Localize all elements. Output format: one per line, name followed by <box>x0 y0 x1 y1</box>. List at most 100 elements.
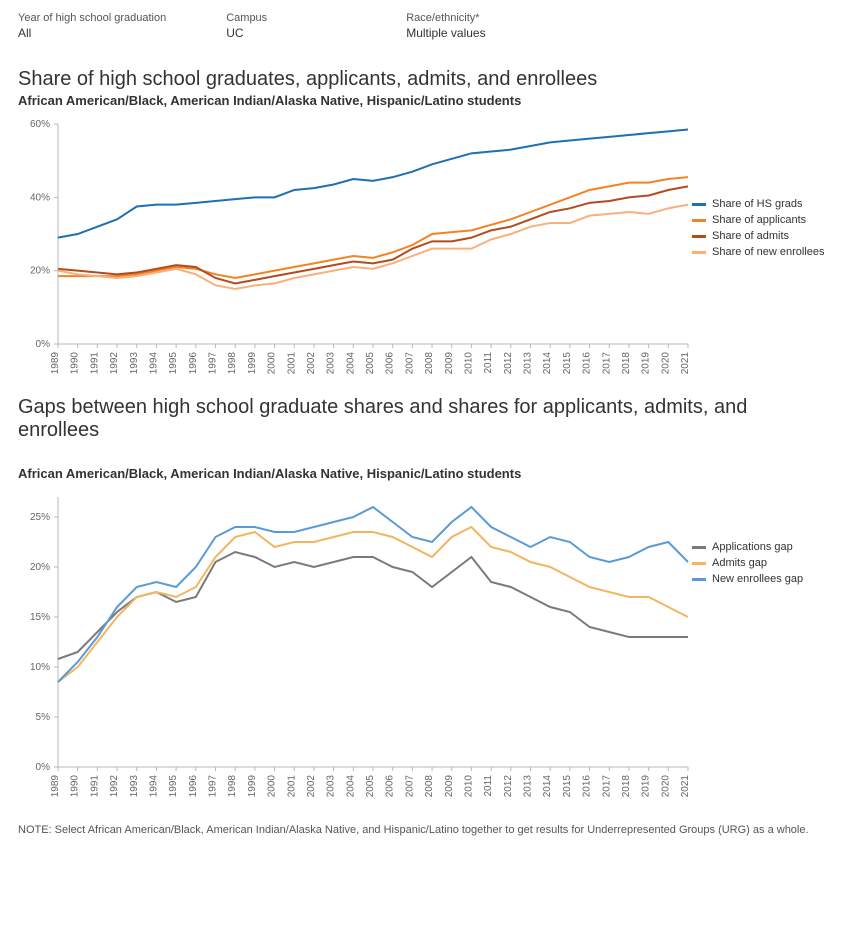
svg-text:2012: 2012 <box>503 352 514 375</box>
svg-text:2015: 2015 <box>562 352 573 375</box>
legend-label: Applications gap <box>712 541 793 553</box>
legend-swatch <box>692 203 706 206</box>
svg-text:2001: 2001 <box>286 352 297 375</box>
svg-text:2002: 2002 <box>306 775 317 798</box>
svg-text:1992: 1992 <box>109 352 120 375</box>
svg-text:1995: 1995 <box>168 775 179 798</box>
chart1-legend-item[interactable]: Share of applicants <box>692 214 825 226</box>
svg-text:2017: 2017 <box>601 352 612 375</box>
chart2-legend-item[interactable]: Admits gap <box>692 557 803 569</box>
svg-text:2011: 2011 <box>483 352 494 374</box>
svg-text:1996: 1996 <box>188 352 199 375</box>
svg-text:15%: 15% <box>30 612 50 623</box>
svg-text:1990: 1990 <box>70 775 81 798</box>
svg-text:1998: 1998 <box>227 352 238 375</box>
series-line <box>58 527 688 682</box>
svg-text:1995: 1995 <box>168 352 179 375</box>
svg-text:2019: 2019 <box>641 352 652 375</box>
legend-label: Share of HS grads <box>712 198 803 210</box>
svg-text:2021: 2021 <box>680 775 691 798</box>
svg-text:2011: 2011 <box>483 775 494 797</box>
filter-race-label: Race/ethnicity* <box>406 12 526 24</box>
svg-text:2000: 2000 <box>267 775 278 798</box>
legend-label: Share of admits <box>712 230 789 242</box>
chart2-legend-item[interactable]: Applications gap <box>692 541 803 553</box>
svg-text:2004: 2004 <box>345 352 356 375</box>
svg-text:2009: 2009 <box>444 352 455 375</box>
chart1-legend-item[interactable]: Share of admits <box>692 230 825 242</box>
svg-text:1997: 1997 <box>208 775 219 798</box>
svg-text:2001: 2001 <box>286 775 297 798</box>
svg-text:1999: 1999 <box>247 352 258 375</box>
chart1-legend-item[interactable]: Share of HS grads <box>692 198 825 210</box>
svg-text:2014: 2014 <box>542 352 553 375</box>
svg-text:2013: 2013 <box>523 352 534 375</box>
svg-text:2010: 2010 <box>463 352 474 375</box>
svg-text:2018: 2018 <box>621 775 632 798</box>
svg-text:1993: 1993 <box>129 352 140 375</box>
svg-text:2006: 2006 <box>385 775 396 798</box>
svg-text:2007: 2007 <box>404 352 415 375</box>
footnote: NOTE: Select African American/Black, Ame… <box>18 823 832 838</box>
chart1-title: Share of high school graduates, applican… <box>18 68 832 91</box>
svg-text:1989: 1989 <box>50 775 61 798</box>
svg-text:2002: 2002 <box>306 352 317 375</box>
svg-text:1991: 1991 <box>89 775 100 798</box>
svg-text:1997: 1997 <box>208 352 219 375</box>
chart1-svg: 0%20%40%60%19891990199119921993199419951… <box>18 118 692 392</box>
legend-swatch <box>692 235 706 238</box>
chart2-wrap: 0%5%10%15%20%25%198919901991199219931994… <box>18 491 832 815</box>
filter-year[interactable]: Year of high school graduation All <box>18 12 166 40</box>
svg-text:10%: 10% <box>30 662 50 673</box>
chart2-legend: Applications gap Admits gap New enrollees … <box>692 491 803 589</box>
svg-text:2016: 2016 <box>582 775 593 798</box>
svg-text:2008: 2008 <box>424 352 435 375</box>
legend-swatch <box>692 219 706 222</box>
filter-campus-value: UC <box>226 26 346 40</box>
svg-text:2021: 2021 <box>680 352 691 375</box>
svg-text:1989: 1989 <box>50 352 61 375</box>
svg-text:1992: 1992 <box>109 775 120 798</box>
svg-text:2007: 2007 <box>404 775 415 798</box>
svg-text:2006: 2006 <box>385 352 396 375</box>
svg-text:2009: 2009 <box>444 775 455 798</box>
svg-text:2003: 2003 <box>326 352 337 375</box>
svg-text:5%: 5% <box>36 712 51 723</box>
filter-race-value: Multiple values <box>406 26 526 40</box>
legend-label: Share of applicants <box>712 214 806 226</box>
svg-text:40%: 40% <box>30 192 50 203</box>
legend-swatch <box>692 578 706 581</box>
legend-swatch <box>692 562 706 565</box>
svg-text:20%: 20% <box>30 562 50 573</box>
svg-text:1999: 1999 <box>247 775 258 798</box>
svg-text:2004: 2004 <box>345 775 356 798</box>
svg-text:2010: 2010 <box>463 775 474 798</box>
svg-text:20%: 20% <box>30 266 50 277</box>
svg-text:1991: 1991 <box>89 352 100 375</box>
svg-text:2016: 2016 <box>582 352 593 375</box>
svg-text:1994: 1994 <box>148 775 159 798</box>
svg-text:2005: 2005 <box>365 352 376 375</box>
chart1-legend-item[interactable]: Share of new enrollees <box>692 246 825 258</box>
chart2-legend-item[interactable]: New enrollees gap <box>692 573 803 585</box>
svg-text:2020: 2020 <box>660 352 671 375</box>
svg-text:2015: 2015 <box>562 775 573 798</box>
filter-year-value: All <box>18 26 166 40</box>
svg-text:2000: 2000 <box>267 352 278 375</box>
svg-text:2013: 2013 <box>523 775 534 798</box>
series-line <box>58 130 688 238</box>
filter-race[interactable]: Race/ethnicity* Multiple values <box>406 12 526 40</box>
svg-text:1994: 1994 <box>148 352 159 375</box>
svg-text:25%: 25% <box>30 512 50 523</box>
filter-campus[interactable]: Campus UC <box>226 12 346 40</box>
svg-text:2019: 2019 <box>641 775 652 798</box>
filter-campus-label: Campus <box>226 12 346 24</box>
filter-year-label: Year of high school graduation <box>18 12 166 24</box>
series-line <box>58 205 688 289</box>
legend-swatch <box>692 546 706 549</box>
svg-text:2017: 2017 <box>601 775 612 798</box>
svg-text:1998: 1998 <box>227 775 238 798</box>
legend-label: Share of new enrollees <box>712 246 825 258</box>
series-line <box>58 552 688 659</box>
chart1-wrap: 0%20%40%60%19891990199119921993199419951… <box>18 118 832 392</box>
